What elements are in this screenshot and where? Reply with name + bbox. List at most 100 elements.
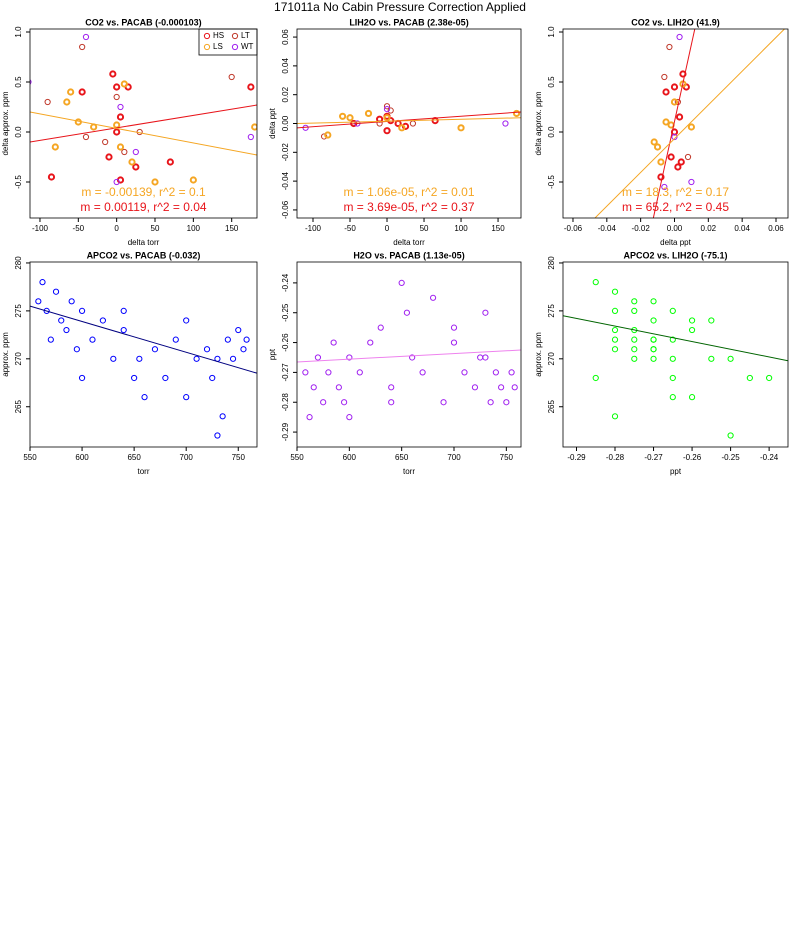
point bbox=[661, 183, 668, 191]
point bbox=[346, 414, 353, 421]
y-tick-label: 0.02 bbox=[281, 86, 290, 102]
point bbox=[341, 399, 348, 406]
plot-frame bbox=[562, 261, 789, 448]
point bbox=[240, 346, 247, 353]
point bbox=[51, 143, 59, 151]
point bbox=[409, 354, 416, 361]
point bbox=[377, 324, 384, 331]
y-tick-label: 0.5 bbox=[547, 76, 556, 88]
x-tick-label: -0.29 bbox=[567, 453, 586, 462]
point bbox=[79, 43, 86, 51]
legend-box bbox=[198, 28, 258, 56]
point bbox=[611, 413, 619, 420]
point bbox=[209, 374, 216, 382]
point bbox=[121, 148, 128, 156]
legend-label: WT bbox=[241, 42, 254, 51]
point bbox=[482, 309, 489, 316]
point bbox=[113, 121, 121, 129]
point bbox=[482, 354, 489, 361]
point bbox=[650, 317, 657, 324]
point bbox=[364, 109, 373, 118]
point bbox=[650, 138, 658, 146]
x-tick-label: -0.24 bbox=[760, 453, 779, 462]
x-tick-label: -0.26 bbox=[683, 453, 702, 462]
point bbox=[688, 326, 696, 334]
point bbox=[325, 369, 332, 376]
point bbox=[356, 369, 363, 376]
y-tick-label: 0.04 bbox=[281, 58, 290, 74]
point bbox=[477, 354, 484, 361]
point bbox=[669, 307, 676, 314]
x-tick-label: 700 bbox=[180, 453, 194, 462]
fit-line bbox=[30, 104, 257, 143]
point bbox=[674, 163, 682, 171]
point bbox=[35, 298, 42, 305]
figure-title: 171011a No Cabin Pressure Correction App… bbox=[274, 0, 526, 14]
point bbox=[346, 354, 353, 361]
panel-title: CO2 vs. LIH2O (41.9) bbox=[631, 17, 720, 27]
point bbox=[128, 158, 136, 166]
x-tick-label: 700 bbox=[447, 453, 461, 462]
point bbox=[189, 176, 197, 184]
point bbox=[419, 369, 426, 376]
y-tick-label: 0.06 bbox=[281, 29, 290, 45]
point bbox=[228, 73, 235, 81]
point bbox=[247, 83, 255, 91]
point bbox=[653, 143, 662, 151]
point bbox=[52, 288, 60, 295]
point bbox=[116, 143, 125, 151]
point bbox=[650, 346, 657, 353]
point bbox=[657, 158, 665, 166]
point bbox=[657, 173, 665, 181]
point bbox=[314, 354, 322, 361]
point bbox=[662, 118, 670, 126]
point bbox=[727, 355, 734, 362]
x-axis-label: torr bbox=[403, 467, 415, 476]
x-tick-label: -0.28 bbox=[606, 453, 625, 462]
point bbox=[766, 374, 773, 382]
point bbox=[120, 307, 127, 314]
legend-label: LS bbox=[213, 42, 223, 51]
point bbox=[113, 93, 120, 101]
point bbox=[669, 355, 676, 362]
point bbox=[611, 307, 619, 314]
point bbox=[457, 124, 465, 132]
y-tick-label: 0.0 bbox=[14, 126, 23, 138]
plot-frame bbox=[562, 28, 789, 219]
y-tick-label: -0.27 bbox=[281, 363, 290, 382]
point bbox=[43, 307, 50, 314]
point bbox=[461, 369, 468, 376]
point bbox=[367, 339, 374, 346]
x-tick-label: -100 bbox=[305, 224, 322, 233]
y-tick-label: -0.28 bbox=[281, 393, 290, 412]
y-tick-label: -0.24 bbox=[281, 273, 290, 292]
point bbox=[120, 80, 128, 88]
y-axis-label: approx. ppm bbox=[534, 332, 543, 377]
point bbox=[687, 123, 696, 131]
point bbox=[440, 399, 447, 406]
point bbox=[67, 88, 75, 96]
point bbox=[512, 109, 521, 118]
x-axis-label: ppt bbox=[670, 467, 682, 476]
legend-marker bbox=[231, 32, 239, 40]
x-tick-label: -0.02 bbox=[632, 224, 651, 233]
point bbox=[669, 394, 676, 401]
panel-title: H2O vs. PACAB (1.13e-05) bbox=[353, 250, 464, 260]
x-tick-label: -0.06 bbox=[564, 224, 583, 233]
point bbox=[113, 128, 121, 136]
x-tick-label: -50 bbox=[344, 224, 356, 233]
point bbox=[383, 105, 391, 113]
point bbox=[39, 279, 46, 286]
x-tick-label: 750 bbox=[500, 453, 514, 462]
y-tick-label: -0.5 bbox=[14, 175, 23, 189]
x-tick-label: 100 bbox=[454, 224, 468, 233]
fit-line bbox=[30, 305, 257, 374]
point bbox=[113, 178, 120, 186]
annotation: m = -0.00139, r^2 = 0.1 bbox=[81, 185, 206, 199]
point bbox=[650, 298, 657, 305]
point bbox=[631, 298, 638, 305]
x-tick-label: 550 bbox=[290, 453, 304, 462]
point bbox=[131, 374, 138, 382]
point bbox=[214, 432, 221, 439]
y-tick-label: 265 bbox=[14, 400, 23, 414]
